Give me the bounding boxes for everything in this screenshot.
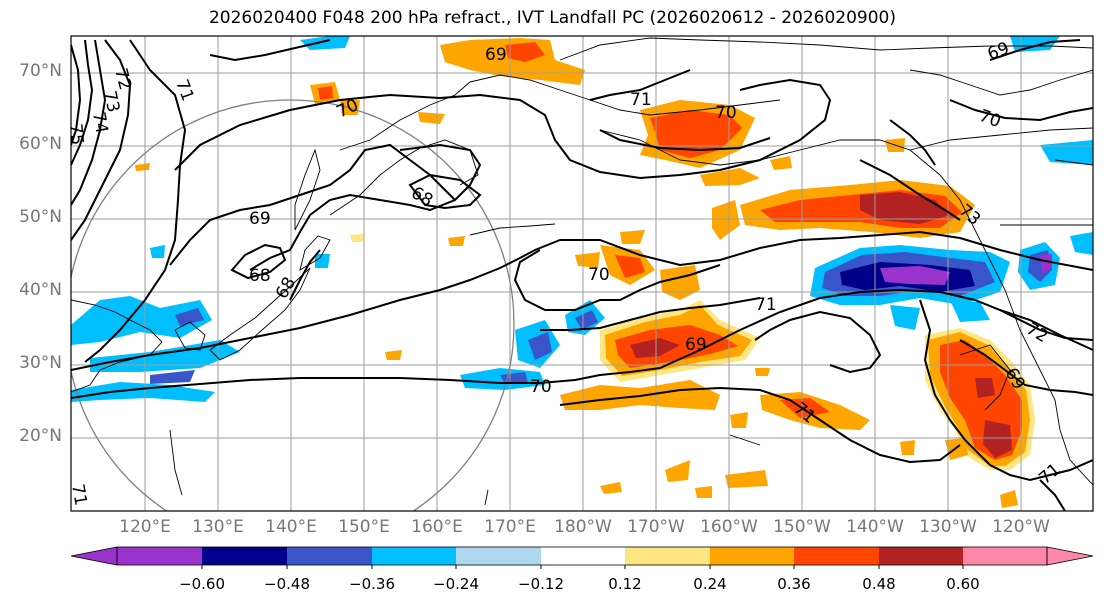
coastlines xyxy=(71,37,1093,506)
colorbar-bin xyxy=(117,547,202,565)
colorbar-tick-label: 0.60 xyxy=(946,575,980,593)
colorbar-extend-max xyxy=(1046,546,1094,566)
lon-label: 160°E xyxy=(411,517,463,537)
contour-label: 69 xyxy=(685,335,707,355)
contour-label: 71 xyxy=(755,295,777,315)
shading-blue-northeast-pacific xyxy=(810,242,1060,330)
colorbar-frame xyxy=(116,546,1048,566)
colorbar-bin xyxy=(794,547,879,565)
colorbar-bin xyxy=(202,547,287,565)
contour-label: 73 xyxy=(99,89,123,114)
contour-label: 71 xyxy=(67,482,90,507)
graticule xyxy=(71,36,1093,511)
colorbar-bin xyxy=(879,547,963,565)
lon-label: 170°W xyxy=(627,517,685,537)
contour-label: 68 xyxy=(249,266,271,286)
lon-label: 160°W xyxy=(700,517,758,537)
colorbar-tick-label: −0.36 xyxy=(349,575,395,593)
refractivity-contours xyxy=(71,39,1093,511)
colorbar-bin xyxy=(625,547,710,565)
map-frame xyxy=(70,35,1094,512)
colorbar-tick-label: −0.48 xyxy=(264,575,310,593)
lon-label: 170°E xyxy=(484,517,536,537)
colorbar-tick-label: −0.24 xyxy=(433,575,479,593)
lat-label: 50°N xyxy=(19,207,62,227)
colorbar-tick-label: 0.48 xyxy=(862,575,896,593)
colorbar-tick-label: 0.36 xyxy=(777,575,811,593)
colorbar-bin xyxy=(541,547,625,565)
range-circle xyxy=(71,99,515,511)
colorbar-bin xyxy=(287,547,372,565)
lon-label: 140°W xyxy=(846,517,904,537)
lat-label: 70°N xyxy=(19,61,62,81)
shading-orange-ar-plume xyxy=(560,180,975,498)
colorbar-bin xyxy=(710,547,794,565)
lat-label: 40°N xyxy=(19,280,62,300)
contour-label: 70 xyxy=(715,103,737,123)
colorbar-ticks xyxy=(201,565,964,569)
colorbar-tick-label: −0.60 xyxy=(179,575,225,593)
contour-label: 70 xyxy=(588,265,610,285)
contour-label: 70 xyxy=(530,377,552,397)
lon-label: 130°E xyxy=(192,517,244,537)
contour-label: 69 xyxy=(249,209,271,229)
colorbar-bin xyxy=(372,547,456,565)
lon-label: 130°W xyxy=(919,517,977,537)
colorbar-bin xyxy=(963,547,1047,565)
lon-label: 150°W xyxy=(773,517,831,537)
colorbar-bin xyxy=(456,547,541,565)
colorbar-tick-label: 0.24 xyxy=(693,575,727,593)
contour-label: 75 xyxy=(65,123,87,146)
lon-label: 120°E xyxy=(119,517,171,537)
lon-label: 140°E xyxy=(265,517,317,537)
lat-label: 20°N xyxy=(19,426,62,446)
colorbar-tick-label: 0.12 xyxy=(608,575,642,593)
lon-label: 180°W xyxy=(554,517,612,537)
lat-label: 60°N xyxy=(19,134,62,154)
colorbar-tick-label: −0.12 xyxy=(518,575,564,593)
colorbar-extend-min xyxy=(70,546,118,566)
lon-label: 150°E xyxy=(338,517,390,537)
lon-label: 120°W xyxy=(992,517,1050,537)
contour-label: 69 xyxy=(485,45,507,65)
contour-label: 71 xyxy=(630,90,652,110)
contour-label: 74 xyxy=(88,110,111,135)
lat-label: 30°N xyxy=(19,353,62,373)
chart-title: 2026020400 F048 200 hPa refract., IVT La… xyxy=(208,8,896,28)
colorbar xyxy=(70,546,1094,569)
